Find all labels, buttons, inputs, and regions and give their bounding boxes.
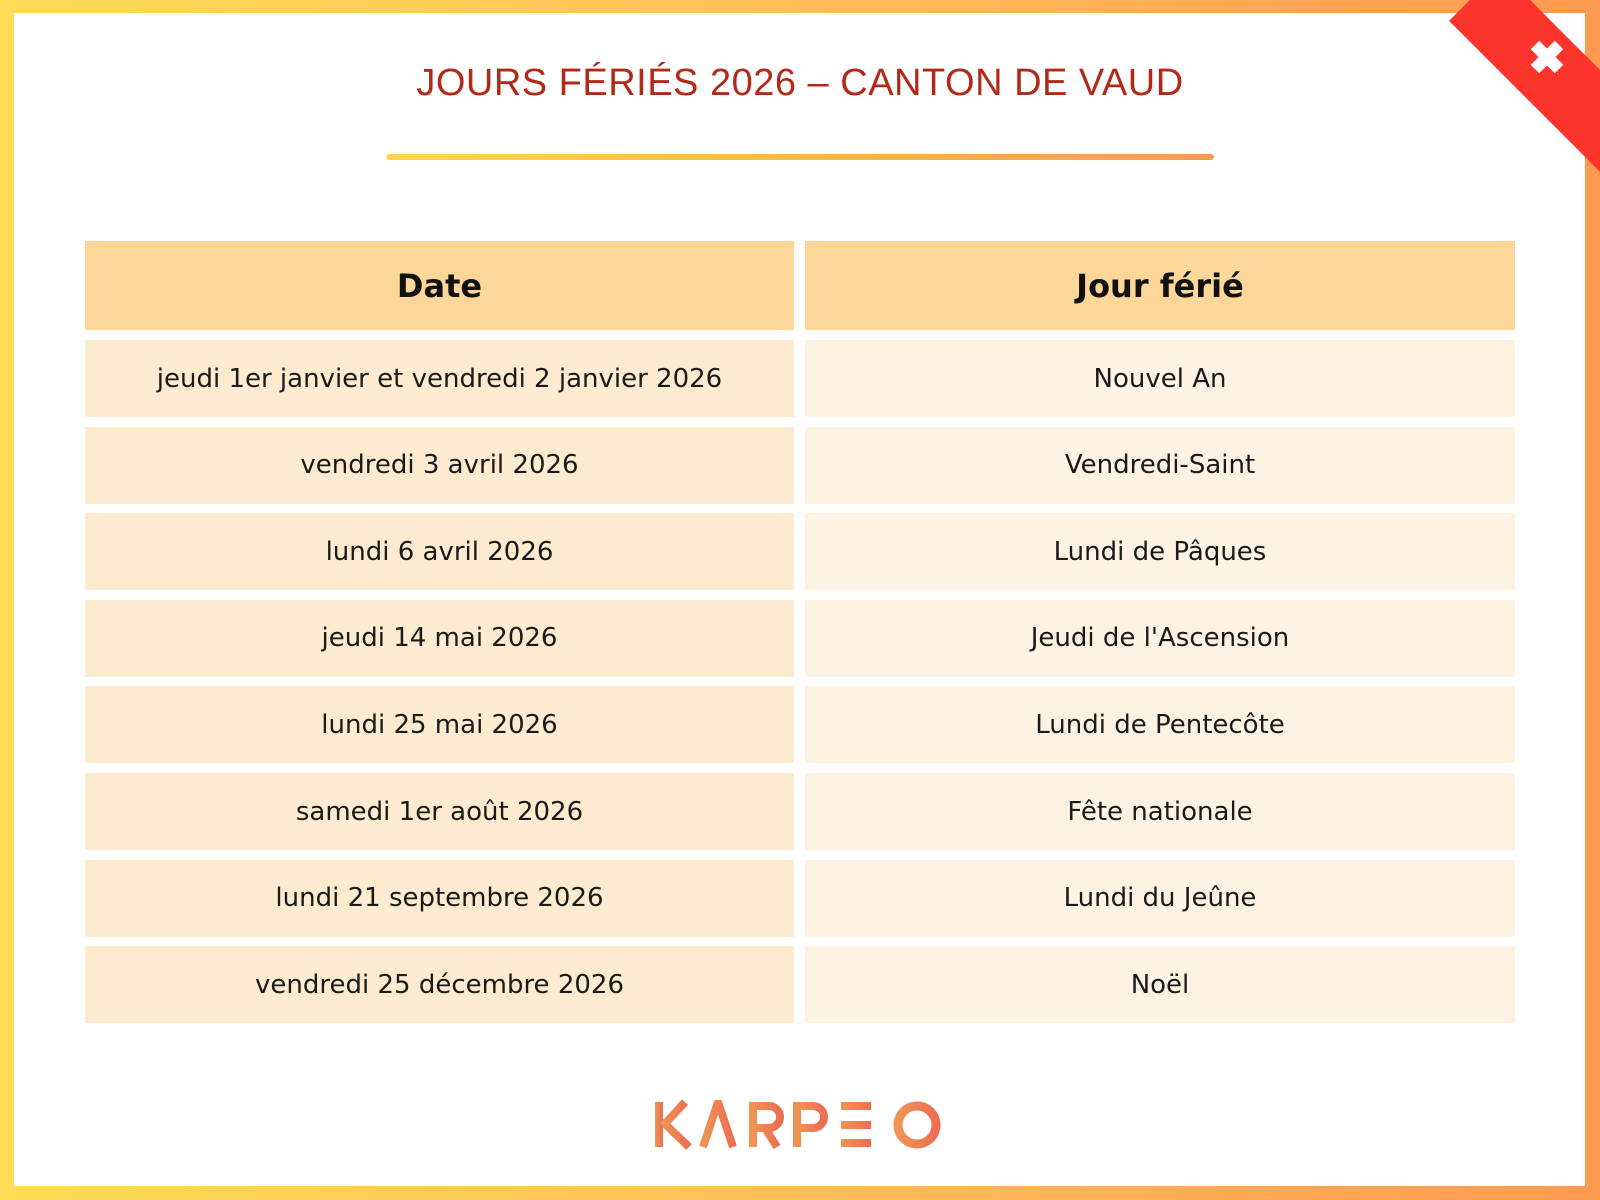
holiday-name-cell: Vendredi-Saint <box>805 426 1515 504</box>
karpeo-logo <box>655 1100 941 1150</box>
column-header: Jour férié <box>805 241 1515 330</box>
date-cell: samedi 1er août 2026 <box>85 773 794 850</box>
date-cell: lundi 21 septembre 2026 <box>85 859 794 937</box>
page-title: JOURS FÉRIÉS 2026 – CANTON DE VAUD <box>416 62 1184 104</box>
date-cell: lundi 6 avril 2026 <box>85 513 794 591</box>
date-cell: lundi 25 mai 2026 <box>85 686 794 764</box>
date-cell: jeudi 1er janvier et vendredi 2 janvier … <box>85 340 794 417</box>
holiday-name-cell: Lundi de Pentecôte <box>805 686 1515 764</box>
holiday-name-cell: Lundi de Pâques <box>805 513 1515 591</box>
date-cell: vendredi 3 avril 2026 <box>85 426 794 504</box>
holiday-name-cell: Noël <box>805 946 1515 1024</box>
column-header: Date <box>85 241 794 330</box>
holiday-name-cell: Fête nationale <box>805 773 1515 850</box>
title-underline <box>386 154 1214 160</box>
holiday-name-cell: Nouvel An <box>805 340 1515 417</box>
holiday-name-cell: Jeudi de l'Ascension <box>805 599 1515 677</box>
date-cell: vendredi 25 décembre 2026 <box>85 946 794 1024</box>
holiday-name-cell: Lundi du Jeûne <box>805 859 1515 937</box>
date-cell: jeudi 14 mai 2026 <box>85 599 794 677</box>
